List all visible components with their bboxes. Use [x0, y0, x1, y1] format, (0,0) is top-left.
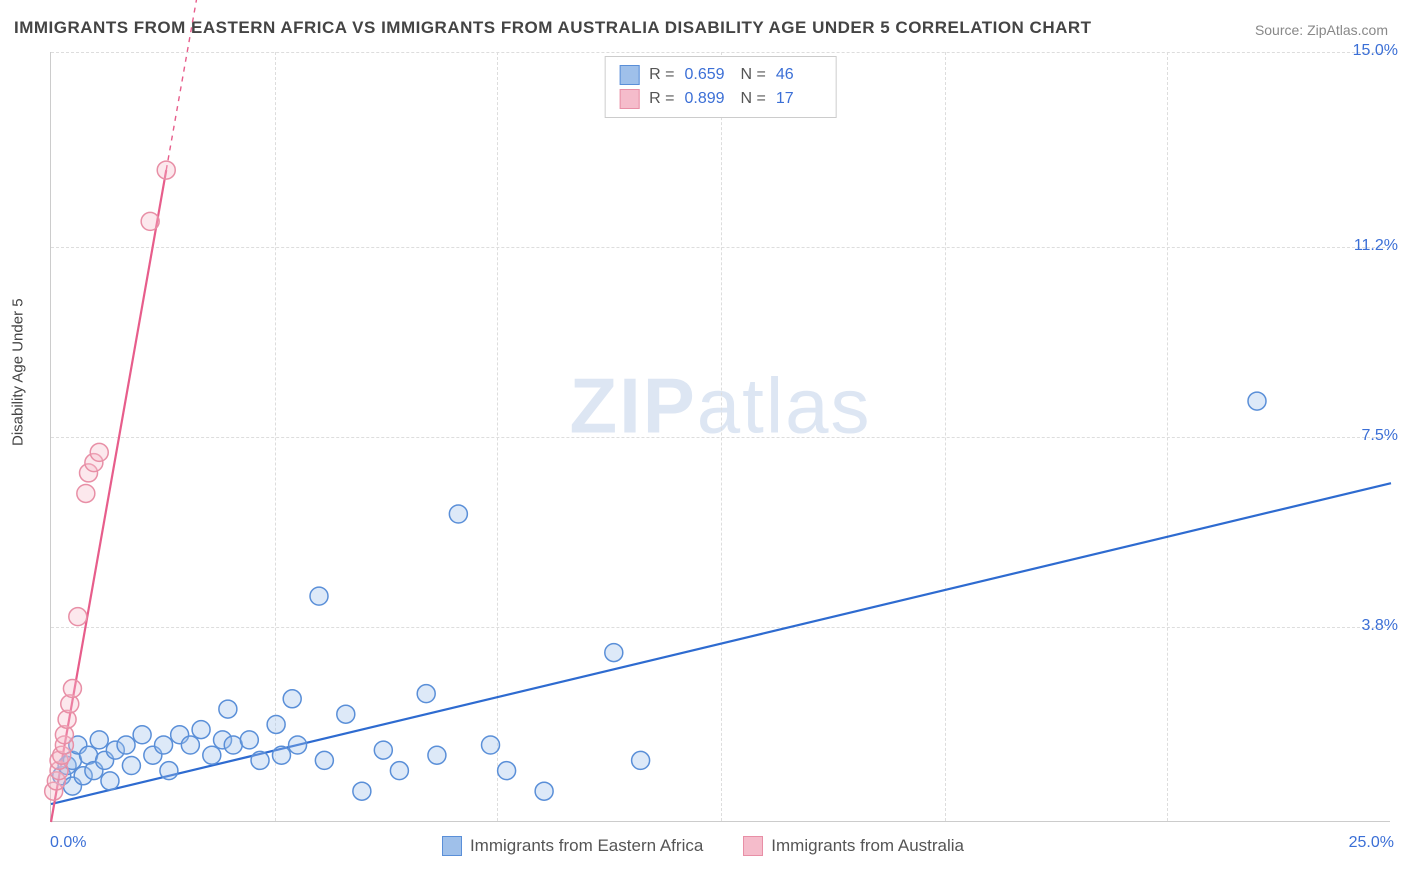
legend-item-eastern-africa: Immigrants from Eastern Africa: [442, 836, 703, 856]
n-value-australia: 17: [776, 87, 822, 111]
swatch-australia: [743, 836, 763, 856]
chart-title: IMMIGRANTS FROM EASTERN AFRICA VS IMMIGR…: [14, 18, 1092, 38]
n-label: N =: [741, 63, 766, 87]
r-label: R =: [649, 87, 674, 111]
legend-series: Immigrants from Eastern Africa Immigrant…: [0, 836, 1406, 856]
source-link[interactable]: ZipAtlas.com: [1307, 22, 1388, 38]
chart-svg: [51, 52, 1390, 821]
source-label: Source:: [1255, 22, 1303, 38]
swatch-australia: [619, 89, 639, 109]
legend-correlation: R = 0.659 N = 46 R = 0.899 N = 17: [604, 56, 837, 118]
r-value-eastern-africa: 0.659: [685, 63, 731, 87]
n-label: N =: [741, 87, 766, 111]
r-label: R =: [649, 63, 674, 87]
y-tick-label: 15.0%: [1353, 42, 1398, 60]
y-tick-label: 3.8%: [1362, 617, 1398, 635]
n-value-eastern-africa: 46: [776, 63, 822, 87]
swatch-eastern-africa: [442, 836, 462, 856]
series-name-eastern-africa: Immigrants from Eastern Africa: [470, 836, 703, 856]
y-tick-label: 7.5%: [1362, 427, 1398, 445]
y-axis-label: Disability Age Under 5: [10, 298, 27, 446]
source-attribution: Source: ZipAtlas.com: [1255, 22, 1388, 38]
legend-row-eastern-africa: R = 0.659 N = 46: [619, 63, 822, 87]
legend-item-australia: Immigrants from Australia: [743, 836, 964, 856]
series-name-australia: Immigrants from Australia: [771, 836, 964, 856]
swatch-eastern-africa: [619, 65, 639, 85]
legend-row-australia: R = 0.899 N = 17: [619, 87, 822, 111]
plot-area: ZIPatlas R = 0.659 N = 46 R = 0.899 N = …: [50, 52, 1390, 822]
y-tick-label: 11.2%: [1354, 237, 1398, 255]
r-value-australia: 0.899: [685, 87, 731, 111]
